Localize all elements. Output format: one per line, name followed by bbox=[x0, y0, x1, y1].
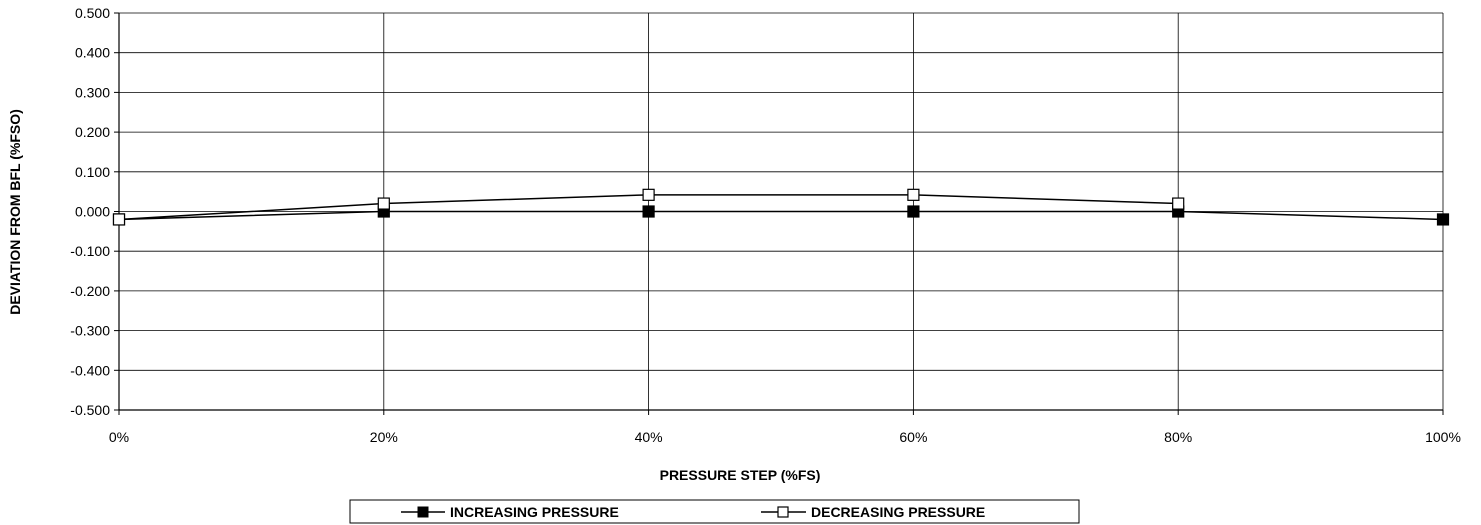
data-point-decreasing bbox=[112, 213, 126, 226]
data-point-increasing bbox=[642, 205, 655, 218]
data-point-decreasing bbox=[642, 188, 655, 201]
y-tick-label: -0.500 bbox=[70, 402, 110, 418]
x-axis-title: PRESSURE STEP (%FS) bbox=[660, 467, 821, 483]
y-tick-label: -0.400 bbox=[70, 362, 110, 378]
x-tick-label: 20% bbox=[370, 429, 398, 445]
y-tick-label: 0.100 bbox=[75, 164, 110, 180]
legend-marker-increasing bbox=[417, 506, 429, 518]
y-tick-label: 0.000 bbox=[75, 204, 110, 220]
legend-box bbox=[349, 499, 1080, 524]
y-axis-ticks: 0.500 0.400 0.300 0.200 0.100 0.000 -0.100 -0.2… bbox=[70, 5, 119, 418]
x-tick-label: 0% bbox=[109, 429, 129, 445]
data-point-decreasing bbox=[1172, 197, 1185, 210]
data-point-decreasing bbox=[907, 188, 920, 201]
x-axis-ticks: 0% 20% 40% 60% 80% 100% bbox=[109, 410, 1461, 445]
y-tick-label: 0.200 bbox=[75, 124, 110, 140]
x-tick-label: 60% bbox=[899, 429, 927, 445]
x-tick-label: 40% bbox=[635, 429, 663, 445]
y-tick-label: 0.500 bbox=[75, 5, 110, 21]
y-tick-label: -0.300 bbox=[70, 323, 110, 339]
data-point-decreasing bbox=[377, 197, 390, 210]
legend: INCREASING PRESSURE DECREASING PRESSURE bbox=[349, 499, 1080, 524]
y-axis-title: DEVIATION FROM BFL (%FSO) bbox=[7, 109, 23, 315]
y-tick-label: 0.300 bbox=[75, 84, 110, 100]
legend-label-increasing: INCREASING PRESSURE bbox=[450, 504, 619, 520]
data-point-increasing bbox=[907, 205, 920, 218]
legend-marker-decreasing bbox=[777, 506, 789, 518]
y-tick-label: -0.100 bbox=[70, 243, 110, 259]
y-tick-label: 0.400 bbox=[75, 45, 110, 61]
x-tick-label: 100% bbox=[1425, 429, 1461, 445]
data-point-increasing bbox=[1436, 213, 1450, 226]
data-series bbox=[112, 188, 1450, 226]
y-tick-label: -0.200 bbox=[70, 283, 110, 299]
x-tick-label: 80% bbox=[1164, 429, 1192, 445]
series-line-increasing bbox=[118, 210, 1444, 221]
legend-label-decreasing: DECREASING PRESSURE bbox=[811, 504, 985, 520]
